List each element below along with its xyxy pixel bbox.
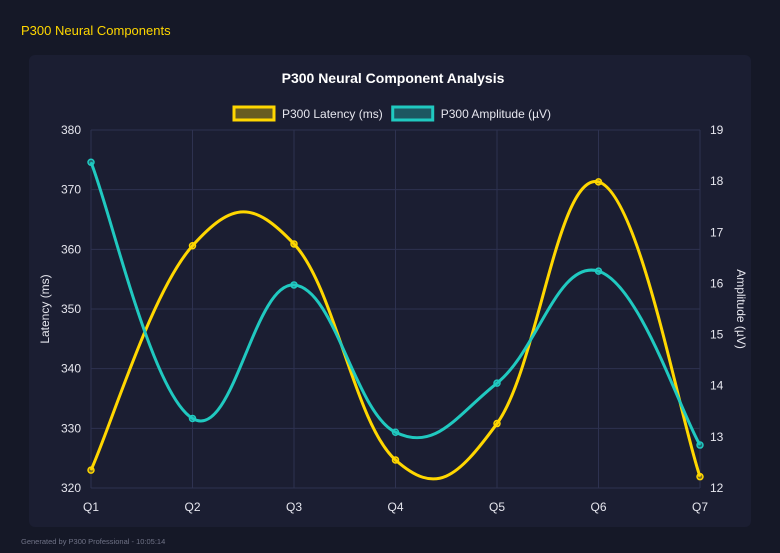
data-point (391, 428, 400, 437)
series-line-0 (89, 180, 702, 481)
data-point (391, 456, 400, 464)
y-tick-label: 380 (61, 123, 81, 137)
y-tick-label: 350 (61, 302, 81, 316)
data-point (594, 178, 603, 186)
y-tick-label: 360 (61, 242, 81, 256)
y2-tick-label: 14 (710, 379, 724, 393)
data-point (188, 414, 197, 423)
grid (90, 129, 701, 489)
y-tick-label: 330 (61, 421, 81, 435)
series-lines (87, 158, 704, 481)
x-tick-label: Q2 (184, 500, 200, 514)
y2-tick-label: 12 (710, 481, 724, 495)
y2-tick-label: 18 (710, 174, 724, 188)
y-tick-label: 320 (61, 481, 81, 495)
y-tick-label: 370 (61, 183, 81, 197)
y2-tick-label: 16 (710, 276, 724, 290)
data-point (696, 441, 704, 449)
x-tick-label: Q5 (489, 500, 505, 514)
axes: 320 330 340 350 360 370 380 12 13 14 15 16 17 18 19 Q1 Q… (38, 123, 748, 514)
data-point (594, 267, 603, 275)
data-point (493, 419, 501, 428)
x-tick-label: Q7 (692, 500, 708, 514)
x-tick-label: Q3 (286, 500, 302, 514)
y2-tick-label: 13 (710, 430, 724, 444)
data-point (87, 158, 95, 166)
y2-tick-label: 15 (710, 328, 724, 342)
footer-text: Generated by P300 Professional - 10:05:1… (21, 537, 166, 546)
data-point (87, 466, 95, 474)
data-point (290, 281, 298, 289)
data-point (696, 472, 704, 481)
x-tick-label: Q1 (83, 500, 99, 514)
chart-title: P300 Neural Component Analysis (282, 70, 505, 86)
legend-swatch (391, 105, 435, 122)
chart-panel (29, 55, 751, 527)
y-axis-label: Latency (ms) (38, 274, 52, 343)
y2-axis-label: Amplitude (µV) (734, 269, 748, 349)
series-line-1 (89, 161, 702, 446)
data-point (493, 379, 501, 387)
data-point (188, 242, 197, 250)
y-tick-label: 340 (61, 362, 81, 376)
x-tick-label: Q6 (590, 500, 606, 514)
x-tick-label: Q4 (387, 500, 403, 514)
legend[interactable]: P300 Latency (ms) P300 Amplitude (µV) (232, 105, 551, 122)
legend-label-1: P300 Amplitude (µV) (441, 107, 551, 121)
y2-tick-label: 17 (710, 225, 724, 239)
legend-label-0: P300 Latency (ms) (282, 107, 383, 121)
y2-tick-label: 19 (710, 123, 724, 137)
legend-swatch (232, 105, 276, 122)
page-title: P300 Neural Components (21, 23, 171, 38)
data-point (290, 240, 298, 248)
